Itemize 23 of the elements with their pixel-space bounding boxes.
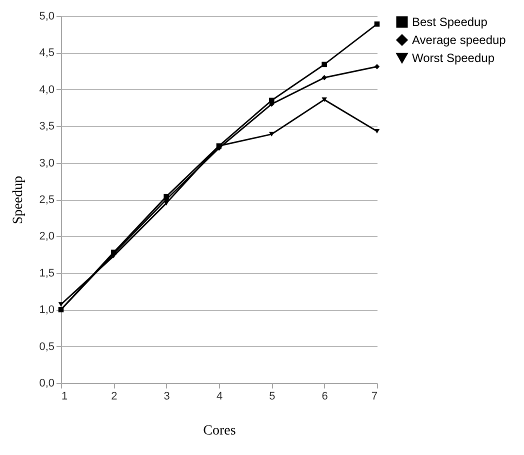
x-tick-label: 1 [62,390,68,402]
y-tick-label: 1,5 [39,267,54,280]
y-axis-title: Speedup [11,176,26,224]
y-tick-label: 2,5 [39,194,54,206]
y-tick-label: 0,0 [39,378,54,390]
x-tick-label: 5 [269,390,276,402]
y-tick-label: 0,5 [39,340,54,353]
legend-label: Average speedup [412,33,506,47]
x-tick-label: 7 [371,390,378,402]
legend-label: Worst Speedup [412,51,495,65]
x-tick-label: 2 [111,390,118,402]
y-tick-label: 4,5 [39,47,54,60]
y-tick-label: 2,0 [39,230,54,243]
y-tick-label: 5,0 [39,10,54,22]
x-tick-label: 3 [164,390,170,402]
y-tick-label: 3,0 [39,157,54,170]
legend-label: Best Speedup [412,15,488,29]
x-tick-label: 4 [216,390,223,402]
y-tick-label: 1,0 [39,304,54,316]
x-axis-title: Cores [203,424,236,438]
x-tick-label: 6 [322,390,328,402]
y-tick-label: 4,0 [39,84,54,96]
y-tick-label: 3,5 [39,120,54,133]
